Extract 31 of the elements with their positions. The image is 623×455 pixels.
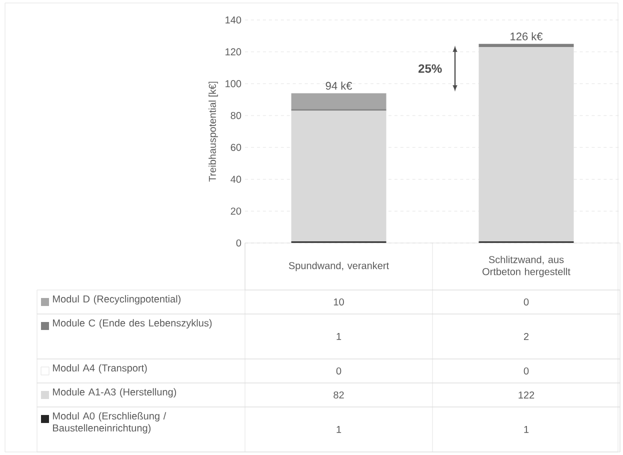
total-label: 94 k€ [326,82,352,90]
y-tick-label: 0 [236,239,242,247]
y-tick-label: 20 [230,208,242,215]
y-tick-label: 60 [230,144,242,151]
y-axis-title: Treibhauspotential [k€] [208,82,218,182]
x-tick-label: Schlitzwand, aus Ortbeton hergestellt [482,256,570,278]
data-label: 10 [334,298,344,306]
data-label: 2 [524,332,529,340]
legend-label: Modul A0 (Erschließung / Baustelleneinrichtung) [53,412,166,434]
bar [291,93,386,110]
data-label: 122 [518,391,534,398]
legend-label: Module C (Ende des Lebenszyklus) [53,319,212,329]
data-label: 0 [524,367,529,375]
data-label: 1 [336,333,342,340]
y-tick-label: 80 [230,112,242,120]
legend-label: Module A1-A3 (Herstellung) [53,388,176,398]
y-tick-label: 140 [226,16,242,24]
bar [478,44,574,48]
data-label: 0 [336,367,342,375]
annotation: 25% [418,64,442,73]
y-tick-label: 120 [226,48,242,56]
data-label: 1 [336,426,342,433]
data-label: 1 [524,426,529,433]
data-label: 0 [524,298,529,306]
legend-label: Modul A4 (Transport) [53,364,147,374]
legend-label: Modul D (Recyclingpotential) [53,295,180,305]
total-label: 126 k€ [510,32,543,40]
y-tick-label: 100 [226,80,242,88]
y-tick-label: 40 [230,176,242,183]
data-label: 82 [334,391,344,399]
x-tick-label: Spundwand, verankert [288,262,389,272]
